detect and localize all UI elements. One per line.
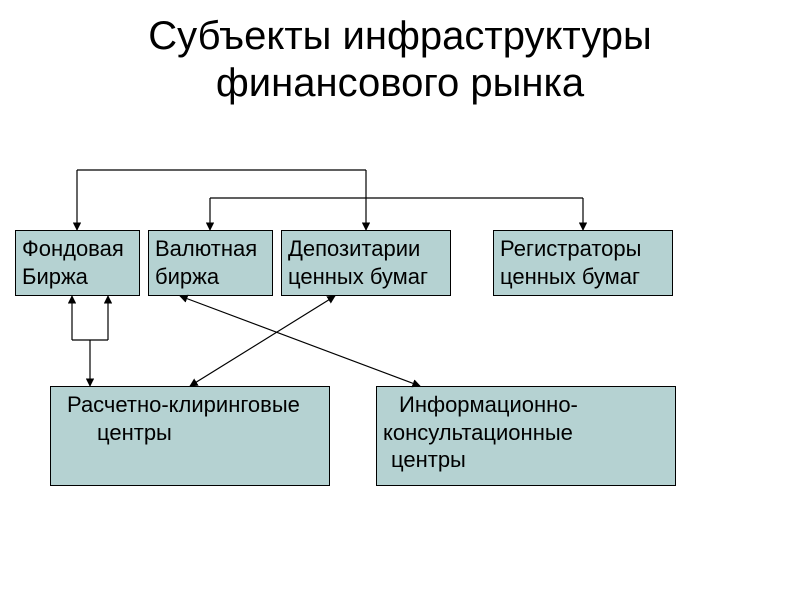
node-label-line2: Биржа: [22, 263, 88, 291]
node-stock-exchange: Фондовая Биржа: [15, 230, 140, 296]
node-label-line3: центры: [391, 446, 466, 474]
node-label-line1: Депозитарии: [288, 235, 420, 263]
node-clearing-centers: Расчетно-клиринговые центры: [50, 386, 330, 486]
node-label-line2: центры: [97, 419, 172, 447]
diagram-title: Субъекты инфраструктуры финансового рынк…: [0, 0, 800, 106]
node-info-centers: Информационно- консультационные центры: [376, 386, 676, 486]
node-label-line1: Валютная: [155, 235, 257, 263]
title-line-1: Субъекты инфраструктуры: [0, 14, 800, 59]
node-registrars: Регистраторы ценных бумаг: [493, 230, 673, 296]
node-label-line1: Фондовая: [22, 235, 124, 263]
node-label-line1: Регистраторы: [500, 235, 641, 263]
node-label-line2: ценных бумаг: [500, 263, 640, 291]
title-line-2: финансового рынка: [0, 61, 800, 106]
node-label-line1: Расчетно-клиринговые: [67, 391, 300, 419]
node-currency-exchange: Валютная биржа: [148, 230, 273, 296]
node-label-line2: консультационные: [383, 419, 573, 447]
node-label-line2: биржа: [155, 263, 219, 291]
node-label-line1: Информационно-: [399, 391, 578, 419]
node-depositories: Депозитарии ценных бумаг: [281, 230, 451, 296]
node-label-line2: ценных бумаг: [288, 263, 428, 291]
